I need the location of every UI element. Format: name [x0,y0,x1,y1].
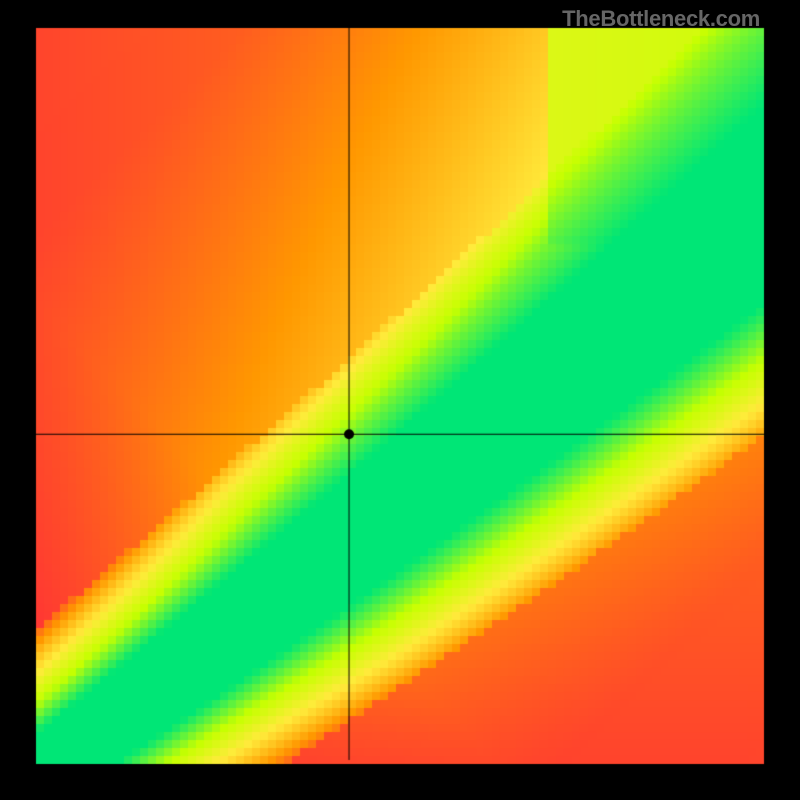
watermark-text: TheBottleneck.com [562,6,760,32]
heatmap-canvas [0,0,800,800]
chart-container: TheBottleneck.com [0,0,800,800]
